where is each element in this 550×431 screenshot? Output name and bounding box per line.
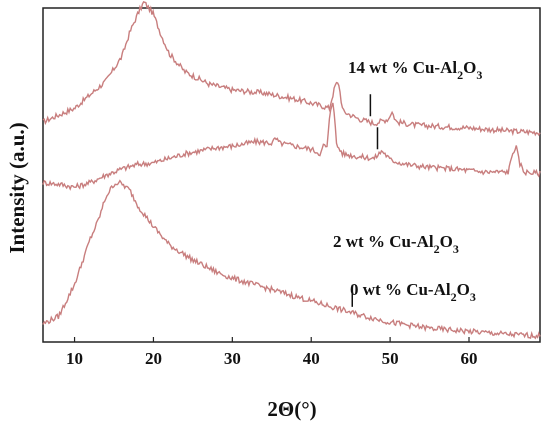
series-line-1 bbox=[42, 102, 541, 191]
x-axis-ticks: 10 20 30 40 50 60 bbox=[66, 337, 478, 368]
series-label-2wt: 2 wt % Cu-Al2O3 bbox=[333, 232, 459, 256]
series-line-2 bbox=[42, 179, 541, 340]
y-axis-title: Intensity (a.u.) bbox=[5, 122, 29, 253]
x-tick-label: 50 bbox=[382, 349, 399, 368]
x-tick-label: 20 bbox=[145, 349, 162, 368]
plot-frame bbox=[42, 7, 541, 343]
x-tick-label: 30 bbox=[224, 349, 241, 368]
x-tick-label: 10 bbox=[66, 349, 83, 368]
series-label-0wt: 0 wt % Cu-Al2O3 bbox=[350, 280, 476, 304]
x-tick-label: 60 bbox=[461, 349, 478, 368]
x-tick-label: 40 bbox=[303, 349, 320, 368]
series-layer bbox=[42, 1, 541, 340]
series-line-0 bbox=[42, 1, 541, 137]
plot-area bbox=[42, 7, 541, 343]
x-axis-title: 2Θ(°) bbox=[267, 397, 316, 421]
series-label-14wt: 14 wt % Cu-Al2O3 bbox=[348, 58, 482, 82]
marker-layer bbox=[351, 94, 379, 307]
